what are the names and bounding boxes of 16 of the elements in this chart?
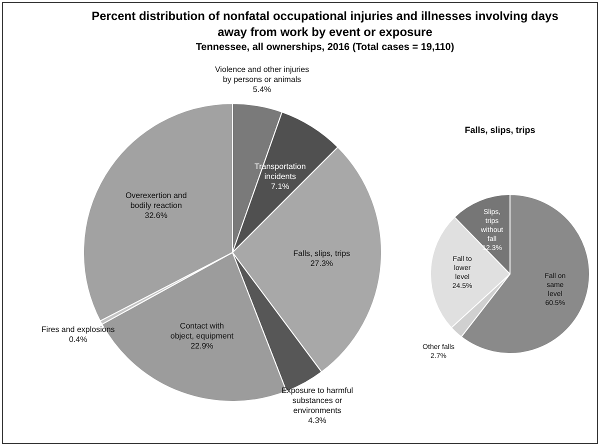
slice-label: Falls, slips, trips [293,249,350,258]
slice-label: Overexertion and bodily reaction [125,191,187,210]
chart-subtitle: Tennessee, all ownerships, 2016 (Total cases = 19,110) [194,42,456,53]
data-label: 0.4% [68,335,88,344]
slice-label: Fires and explosions [41,325,115,334]
slice-label: Violence and other injuries by persons or animals [214,65,310,84]
data-label: 27.3% [310,259,334,268]
data-label: 22.9% [190,342,214,351]
data-label: 32.6% [144,211,168,220]
slice-label: Contact with object, equipment [170,322,234,341]
slice-label: Exposure to harmful substances or environments [281,386,354,415]
data-label: 5.4% [252,85,272,94]
data-label: 4.3% [308,416,326,425]
chart-title: Percent distribution of nonfatal occupational injuries and illnesses involving days away from work by event or exposure [90,8,560,40]
data-label: 7.1% [271,182,290,192]
chart-title: Falls, slips, trips [464,125,536,135]
